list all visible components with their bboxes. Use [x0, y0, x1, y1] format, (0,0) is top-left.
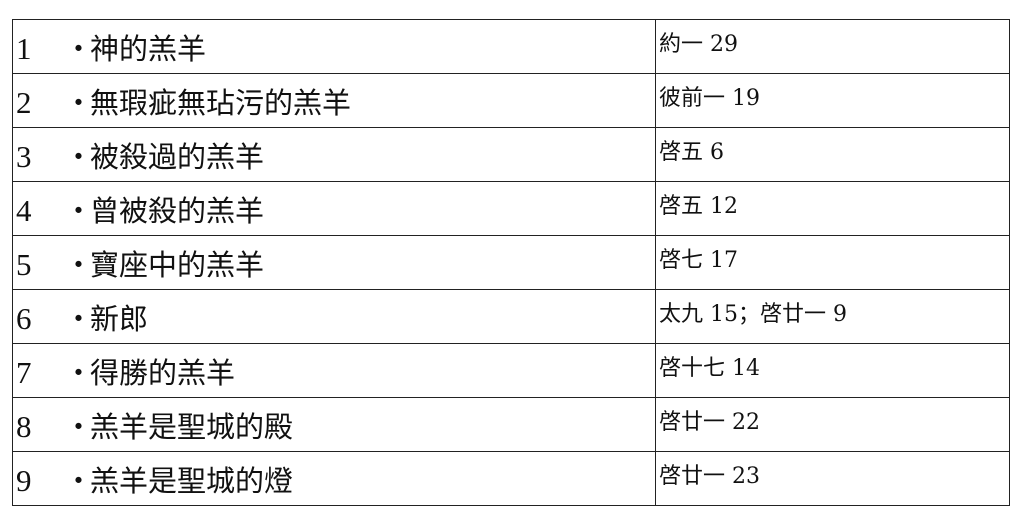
bullet-dot: ・: [64, 409, 94, 444]
row-number: 3: [16, 138, 32, 174]
table-row: 4 ・曾被殺的羔羊 啓五 12: [12, 181, 1010, 236]
title-cell: 5 ・寶座中的羔羊: [12, 235, 656, 290]
row-number: 2: [16, 84, 32, 120]
row-number: 9: [16, 462, 32, 498]
table-row: 6 ・新郎 太九 15；啓廿一 9: [12, 289, 1010, 344]
reference-cell: 太九 15；啓廿一 9: [655, 289, 1010, 344]
reference-cell: 啓十七 14: [655, 343, 1010, 398]
table-row: 9 ・羔羊是聖城的燈 啓廿一 23: [12, 451, 1010, 506]
reference-cell: 啓七 17: [655, 235, 1010, 290]
row-number: 7: [16, 354, 32, 390]
title-text: 被殺過的羔羊: [90, 139, 265, 174]
reference-text: 啓廿一 22: [659, 410, 760, 435]
title-text: 得勝的羔羊: [90, 355, 236, 390]
reference-text: 啓五 6: [659, 140, 724, 165]
title-cell: 4 ・曾被殺的羔羊: [12, 181, 656, 236]
reference-cell: 約一 29: [655, 19, 1010, 74]
bullet-dot: ・: [64, 247, 94, 282]
title-cell: 8 ・羔羊是聖城的殿: [12, 397, 656, 452]
table-row: 3 ・被殺過的羔羊 啓五 6: [12, 127, 1010, 182]
reference-text: 太九 15；啓廿一 9: [659, 302, 847, 327]
table-body: 1 ・神的羔羊 約一 29 2 ・無瑕疵無玷污的羔羊 彼前一 19 3 ・被殺過的羔羊 啓五 6…: [12, 19, 1010, 506]
reference-cell: 啓五 6: [655, 127, 1010, 182]
table-row: 5 ・寶座中的羔羊 啓七 17: [12, 235, 1010, 290]
table-row: 7 ・得勝的羔羊 啓十七 14: [12, 343, 1010, 398]
reference-cell: 啓廿一 23: [655, 451, 1010, 506]
row-number: 5: [16, 246, 32, 282]
title-text: 神的羔羊: [90, 31, 207, 66]
bullet-dot: ・: [64, 355, 94, 390]
bullet-dot: ・: [64, 85, 94, 120]
title-text: 寶座中的羔羊: [90, 247, 265, 282]
row-number: 1: [16, 30, 32, 66]
reference-cell: 啓五 12: [655, 181, 1010, 236]
bullet-dot: ・: [64, 193, 94, 228]
titles-table: 1 ・神的羔羊 約一 29 2 ・無瑕疵無玷污的羔羊 彼前一 19 3 ・被殺過的羔羊 啓五 6…: [12, 19, 1010, 506]
reference-text: 約一 29: [659, 32, 738, 57]
reference-cell: 啓廿一 22: [655, 397, 1010, 452]
reference-text: 啓七 17: [659, 248, 738, 273]
title-cell: 1 ・神的羔羊: [12, 19, 656, 74]
table-row: 8 ・羔羊是聖城的殿 啓廿一 22: [12, 397, 1010, 452]
title-text: 曾被殺的羔羊: [90, 193, 265, 228]
reference-text: 啓十七 14: [659, 356, 760, 381]
title-text: 羔羊是聖城的殿: [90, 409, 294, 444]
reference-text: 彼前一 19: [659, 86, 760, 111]
bullet-dot: ・: [64, 463, 94, 498]
row-number: 6: [16, 300, 32, 336]
title-cell: 9 ・羔羊是聖城的燈: [12, 451, 656, 506]
bullet-dot: ・: [64, 139, 94, 174]
bullet-dot: ・: [64, 301, 94, 336]
title-cell: 7 ・得勝的羔羊: [12, 343, 656, 398]
title-cell: 2 ・無瑕疵無玷污的羔羊: [12, 73, 656, 128]
reference-cell: 彼前一 19: [655, 73, 1010, 128]
title-text: 無瑕疵無玷污的羔羊: [90, 85, 352, 120]
table-row: 1 ・神的羔羊 約一 29: [12, 19, 1010, 74]
bullet-dot: ・: [64, 31, 94, 66]
table-row: 2 ・無瑕疵無玷污的羔羊 彼前一 19: [12, 73, 1010, 128]
title-cell: 6 ・新郎: [12, 289, 656, 344]
title-text: 新郎: [90, 301, 149, 336]
row-number: 8: [16, 408, 32, 444]
title-cell: 3 ・被殺過的羔羊: [12, 127, 656, 182]
row-number: 4: [16, 192, 32, 228]
title-text: 羔羊是聖城的燈: [90, 463, 294, 498]
reference-text: 啓廿一 23: [659, 464, 760, 489]
reference-text: 啓五 12: [659, 194, 738, 219]
